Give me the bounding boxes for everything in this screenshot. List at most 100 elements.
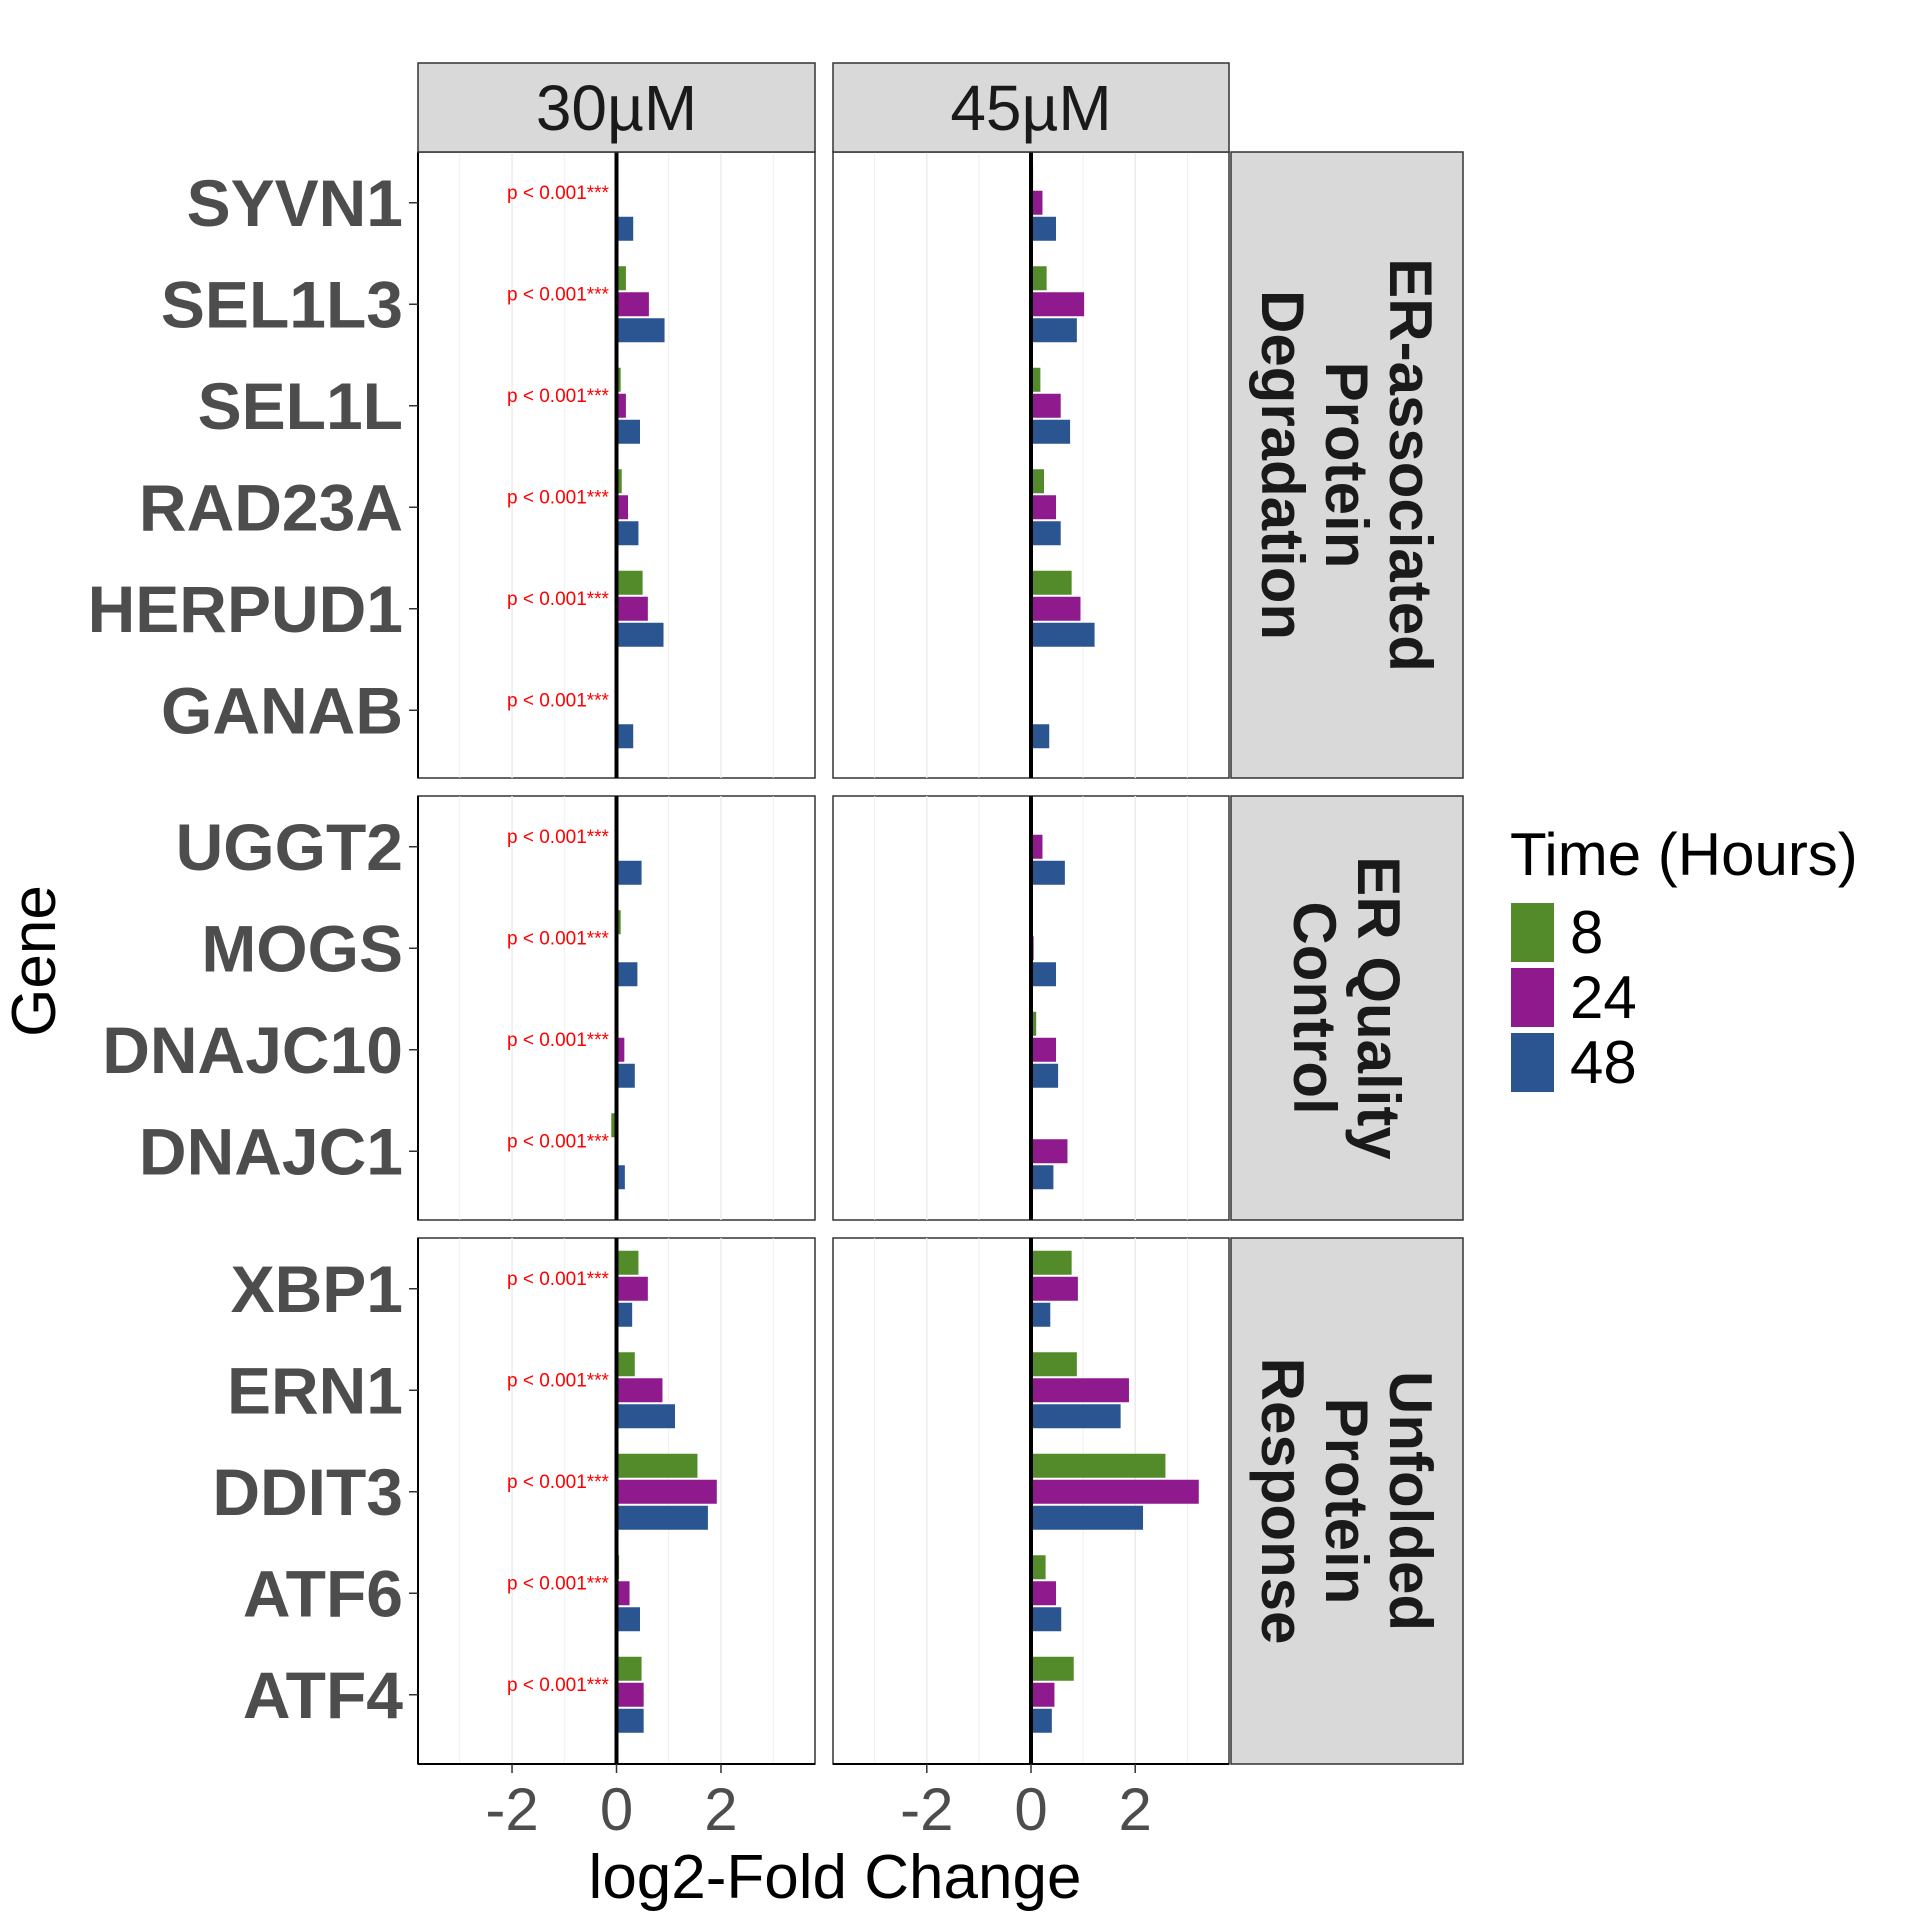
row-strip-2 <box>1230 1237 1464 1765</box>
legend-label-8: 8 <box>1570 899 1603 966</box>
gene-label-uggt2: UGGT2 <box>176 810 403 884</box>
gene-label-xbp1: XBP1 <box>231 1252 403 1326</box>
bar-ddit3-24h-45-m <box>1031 1479 1199 1504</box>
panel-45-m-0 <box>832 151 1230 779</box>
bar-xbp1-24h-30-m <box>616 1276 648 1301</box>
column-strip-30-m <box>417 62 816 153</box>
bar-ern1-48h-30-m <box>616 1404 676 1429</box>
bar-ddit3-8h-30-m <box>616 1453 698 1478</box>
gene-axis-labels: SYVN1 SEL1L3 SEL1L RAD23A HERPUD1 GANAB UGGT2 M… <box>88 166 418 1732</box>
column-strip-label-45-m: 45µM <box>950 72 1111 144</box>
bar-rad23a-48h-30-m <box>616 521 639 546</box>
bar-herpud1-8h-30-m <box>616 570 643 595</box>
gene-label-atf6: ATF6 <box>243 1556 403 1630</box>
bar-dnajc10-24h-45-m <box>1031 1037 1057 1062</box>
bar-xbp1-48h-30-m <box>616 1302 633 1327</box>
bar-syvn1-48h-45-m <box>1031 216 1057 241</box>
gene-label-sel1l: SEL1L <box>198 369 403 443</box>
row-strip-line: ER-associated <box>1377 258 1444 672</box>
bar-dnajc10-8h-45-m <box>1031 1011 1037 1036</box>
bar-ganab-48h-45-m <box>1031 724 1050 749</box>
bar-uggt2-24h-45-m <box>1031 834 1043 859</box>
row-strip-line: Protein <box>1313 362 1380 569</box>
bar-herpud1-48h-30-m <box>616 622 664 647</box>
bar-atf4-48h-45-m <box>1031 1708 1052 1733</box>
bar-atf4-24h-30-m <box>616 1682 644 1707</box>
bar-sel1l3-48h-45-m <box>1031 318 1077 343</box>
bar-sel1l-24h-30-m <box>616 393 626 418</box>
legend-label-48: 48 <box>1570 1029 1637 1096</box>
panel-30-m-0: p < 0.001*** p < 0.001*** p < 0.001*** p < … <box>417 151 816 779</box>
bar-sel1l3-8h-30-m <box>616 266 626 291</box>
bar-dnajc10-24h-30-m <box>616 1037 625 1062</box>
pvalue-label-atf6: p < 0.001*** <box>507 1573 610 1594</box>
row-strip-label-1: ER QualityControl <box>1281 856 1412 1160</box>
pvalue-label-xbp1: p < 0.001*** <box>507 1269 610 1290</box>
bar-ddit3-8h-45-m <box>1031 1453 1166 1478</box>
bar-ern1-24h-30-m <box>616 1378 663 1403</box>
bar-syvn1-24h-45-m <box>1031 190 1043 215</box>
bar-atf6-48h-30-m <box>616 1607 641 1632</box>
bar-herpud1-24h-45-m <box>1031 596 1081 621</box>
pvalue-label-dnajc1: p < 0.001*** <box>507 1131 610 1152</box>
gene-label-atf4: ATF4 <box>243 1658 403 1732</box>
pvalue-label-rad23a: p < 0.001*** <box>507 487 610 508</box>
x-tick-label: 2 <box>704 1776 737 1843</box>
row-strip-line: Control <box>1281 901 1348 1114</box>
chart-panels: p < 0.001*** p < 0.001*** p < 0.001*** p < … <box>417 151 1230 1765</box>
bar-mogs-8h-30-m <box>616 910 621 935</box>
panel-45-m-2 <box>832 1237 1230 1765</box>
gene-label-rad23a: RAD23A <box>139 470 403 544</box>
bar-dnajc10-48h-30-m <box>616 1063 635 1088</box>
panel-30-m-1: p < 0.001*** p < 0.001*** p < 0.001*** p < … <box>417 795 816 1221</box>
pvalue-label-dnajc10: p < 0.001*** <box>507 1030 610 1051</box>
bar-rad23a-24h-30-m <box>616 495 628 520</box>
bar-atf4-24h-45-m <box>1031 1682 1055 1707</box>
bar-mogs-48h-30-m <box>616 962 638 987</box>
pvalue-label-mogs: p < 0.001*** <box>507 928 610 949</box>
axis-titles: log2-Fold Change Gene <box>0 885 1081 1912</box>
bar-sel1l3-24h-30-m <box>616 292 649 317</box>
bar-sel1l-8h-30-m <box>616 367 621 392</box>
legend-title: Time (Hours) <box>1510 821 1858 888</box>
row-strip-line: Unfolded <box>1377 1371 1444 1631</box>
bar-atf6-24h-45-m <box>1031 1581 1057 1606</box>
bar-dnajc1-48h-45-m <box>1031 1165 1054 1190</box>
panel-30-m-2: p < 0.001*** p < 0.001*** p < 0.001*** p < … <box>417 1237 816 1765</box>
pvalue-label-sel1l3: p < 0.001*** <box>507 284 610 305</box>
facet-strips: 30µM 45µMER-associatedProteinDegradationE… <box>417 62 1464 1765</box>
bar-sel1l3-8h-45-m <box>1031 266 1047 291</box>
bar-atf6-24h-30-m <box>616 1581 630 1606</box>
legend-key-24 <box>1511 968 1554 1027</box>
panel-45-m-1 <box>832 795 1230 1221</box>
bar-ddit3-24h-30-m <box>616 1479 717 1504</box>
row-strip-1 <box>1230 795 1464 1221</box>
row-strip-line: Degradation <box>1249 290 1316 640</box>
gene-label-syvn1: SYVN1 <box>187 166 403 240</box>
bar-uggt2-48h-30-m <box>616 860 642 885</box>
gene-label-herpud1: HERPUD1 <box>88 572 403 646</box>
pvalue-label-ern1: p < 0.001*** <box>507 1370 610 1391</box>
bar-dnajc1-8h-30-m <box>611 1113 617 1138</box>
bar-atf6-48h-45-m <box>1031 1607 1062 1632</box>
gene-label-sel1l3: SEL1L3 <box>161 267 403 341</box>
bar-xbp1-24h-45-m <box>1031 1276 1078 1301</box>
bar-rad23a-8h-45-m <box>1031 469 1045 494</box>
row-strip-0 <box>1230 151 1464 779</box>
bar-sel1l-48h-45-m <box>1031 419 1071 444</box>
legend-label-24: 24 <box>1570 964 1637 1031</box>
bar-sel1l-48h-30-m <box>616 419 641 444</box>
bar-rad23a-48h-45-m <box>1031 521 1061 546</box>
row-strip-line: Protein <box>1313 1398 1380 1605</box>
x-tick-label: 2 <box>1119 1776 1152 1843</box>
bar-xbp1-8h-30-m <box>616 1250 639 1275</box>
bar-mogs-48h-45-m <box>1031 962 1057 987</box>
x-tick-label: 0 <box>1014 1776 1047 1843</box>
pvalue-label-herpud1: p < 0.001*** <box>507 589 610 610</box>
pvalue-label-uggt2: p < 0.001*** <box>507 827 610 848</box>
bar-atf4-48h-30-m <box>616 1708 644 1733</box>
pvalue-label-syvn1: p < 0.001*** <box>507 183 610 204</box>
bar-ern1-24h-45-m <box>1031 1378 1129 1403</box>
